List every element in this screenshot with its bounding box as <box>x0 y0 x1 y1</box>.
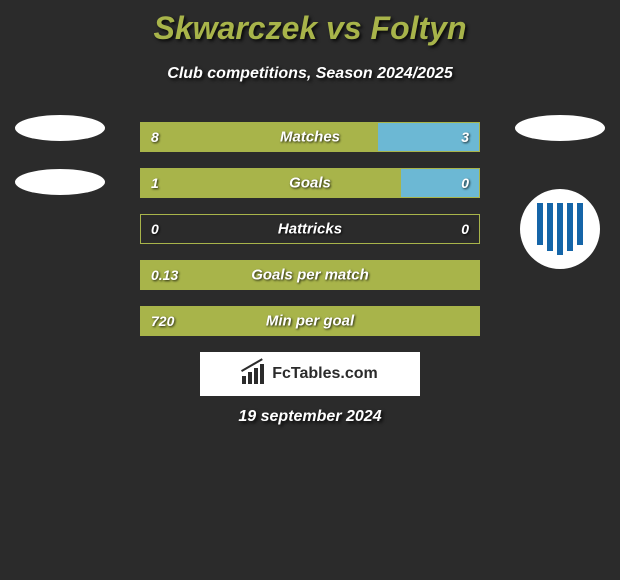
player1-badge-area <box>15 115 105 223</box>
stat-label: Min per goal <box>141 313 479 330</box>
stat-label: Hattricks <box>141 221 479 238</box>
brand-box: FcTables.com <box>200 352 420 396</box>
stats-container: 8 Matches 3 1 Goals 0 0 Hattricks 0 0.13… <box>140 122 480 352</box>
stat-label: Matches <box>141 129 479 146</box>
stat-row-min-per-goal: 720 Min per goal <box>140 306 480 336</box>
stat-label: Goals per match <box>141 267 479 284</box>
stat-row-goals-per-match: 0.13 Goals per match <box>140 260 480 290</box>
stat-label: Goals <box>141 175 479 192</box>
stat-value-right: 0 <box>461 175 469 191</box>
stat-row-goals: 1 Goals 0 <box>140 168 480 198</box>
season-subtitle: Club competitions, Season 2024/2025 <box>0 65 620 83</box>
stat-value-right: 0 <box>461 221 469 237</box>
comparison-title: Skwarczek vs Foltyn <box>0 0 620 47</box>
stat-value-right: 3 <box>461 129 469 145</box>
chart-icon <box>242 364 266 384</box>
stat-row-hattricks: 0 Hattricks 0 <box>140 214 480 244</box>
player2-badge-area <box>515 115 605 269</box>
brand-text: FcTables.com <box>272 365 378 383</box>
player2-ellipse <box>515 115 605 141</box>
player1-ellipse-2 <box>15 169 105 195</box>
stat-row-matches: 8 Matches 3 <box>140 122 480 152</box>
date-text: 19 september 2024 <box>0 408 620 426</box>
club-badge-icon <box>520 189 600 269</box>
player1-ellipse-1 <box>15 115 105 141</box>
